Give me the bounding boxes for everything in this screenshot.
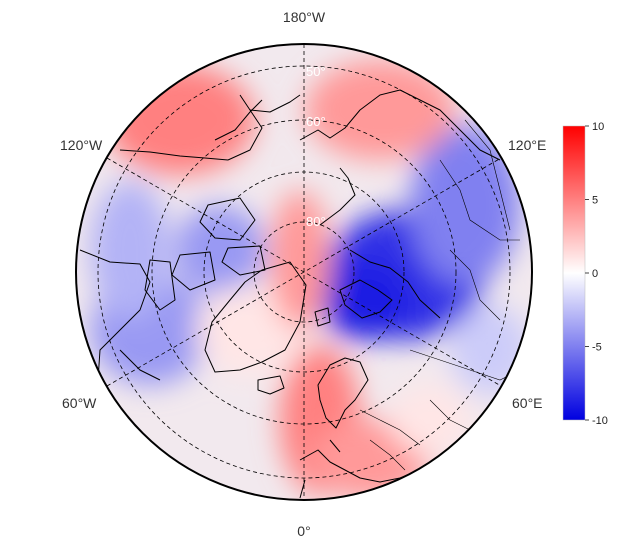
siberia-coast — [299, 89, 501, 319]
colorbar-tick-label: 5 — [592, 195, 598, 207]
anomaly-blob — [305, 60, 455, 160]
lat-label-60: 60° — [306, 114, 326, 129]
alaska-coast — [214, 94, 301, 141]
colorbar-tick-label: 10 — [592, 121, 604, 133]
novaya-zemlya-coast — [339, 279, 393, 319]
colorbar-ticks: 10 5 0 -5 -10 — [585, 121, 608, 427]
north-america-coast — [79, 94, 263, 381]
meridian-120w-60e — [106, 157, 502, 387]
colorbar-tick-label: -10 — [592, 415, 608, 427]
lon-label-top: 180°W — [283, 9, 326, 25]
lon-label-upper-left: 120°W — [60, 137, 103, 153]
country-borders — [359, 119, 521, 471]
canadian-archipelago-coast — [144, 197, 266, 311]
lon-label-upper-right: 120°E — [508, 137, 546, 153]
scandinavia-coast — [317, 357, 369, 429]
anomaly-blob — [195, 285, 305, 375]
colorbar-tick-label: -5 — [592, 342, 602, 354]
anomaly-blob — [175, 205, 265, 295]
anomaly-blob — [320, 260, 410, 340]
lon-label-bottom: 0° — [297, 523, 310, 539]
map-frame — [75, 43, 533, 501]
anomaly-blob — [270, 190, 330, 330]
colorbar-tick-label: 0 — [592, 268, 598, 280]
colorbar-ramp — [562, 125, 586, 421]
coastlines — [79, 89, 501, 499]
svalbard-coast — [314, 307, 331, 327]
graticule — [97, 44, 511, 500]
anomaly-blob — [390, 385, 470, 455]
lat-label-80: 80° — [306, 214, 326, 229]
map-disc — [76, 44, 532, 500]
anomaly-blob — [90, 180, 170, 320]
colorbar: 10 5 0 -5 -10 — [562, 121, 608, 427]
iceland-coast — [257, 375, 285, 395]
border-lines — [359, 119, 521, 471]
greenland-coast — [204, 261, 307, 373]
lat-circle-80 — [253, 221, 355, 323]
lat-label-50: 50° — [306, 64, 326, 79]
lon-label-lower-right: 60°E — [512, 395, 543, 411]
lon-label-lower-left: 60°W — [62, 395, 97, 411]
